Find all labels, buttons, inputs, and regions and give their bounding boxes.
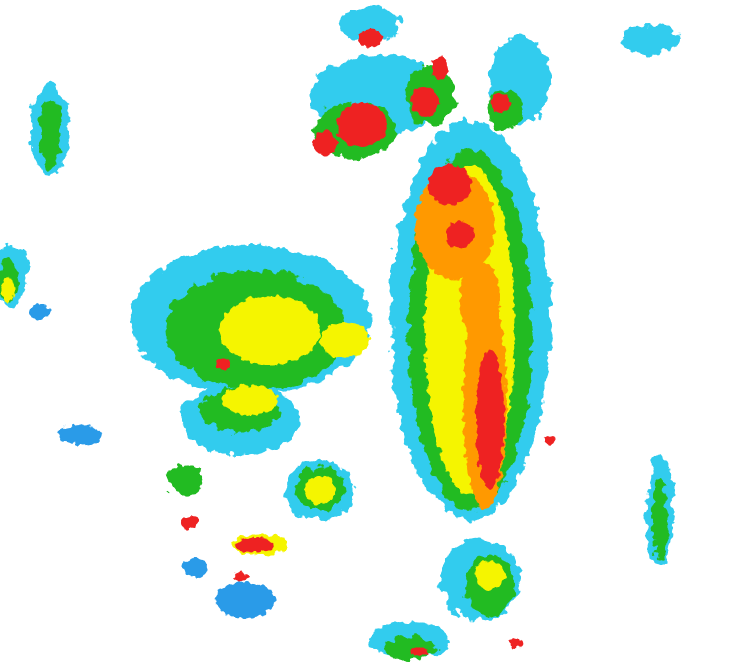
echo-red — [181, 29, 556, 657]
echo-blue — [30, 304, 275, 618]
